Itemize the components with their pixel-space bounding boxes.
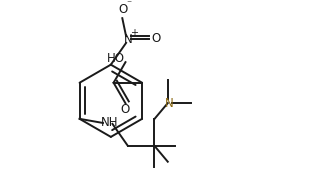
Text: +: + (130, 28, 138, 38)
Text: ⁻: ⁻ (126, 0, 132, 9)
Text: HO: HO (107, 52, 125, 65)
Text: O: O (121, 103, 130, 117)
Text: N: N (165, 97, 174, 110)
Text: O: O (118, 3, 128, 16)
Text: N: N (124, 33, 132, 46)
Text: O: O (151, 32, 160, 45)
Text: NH: NH (101, 117, 118, 129)
